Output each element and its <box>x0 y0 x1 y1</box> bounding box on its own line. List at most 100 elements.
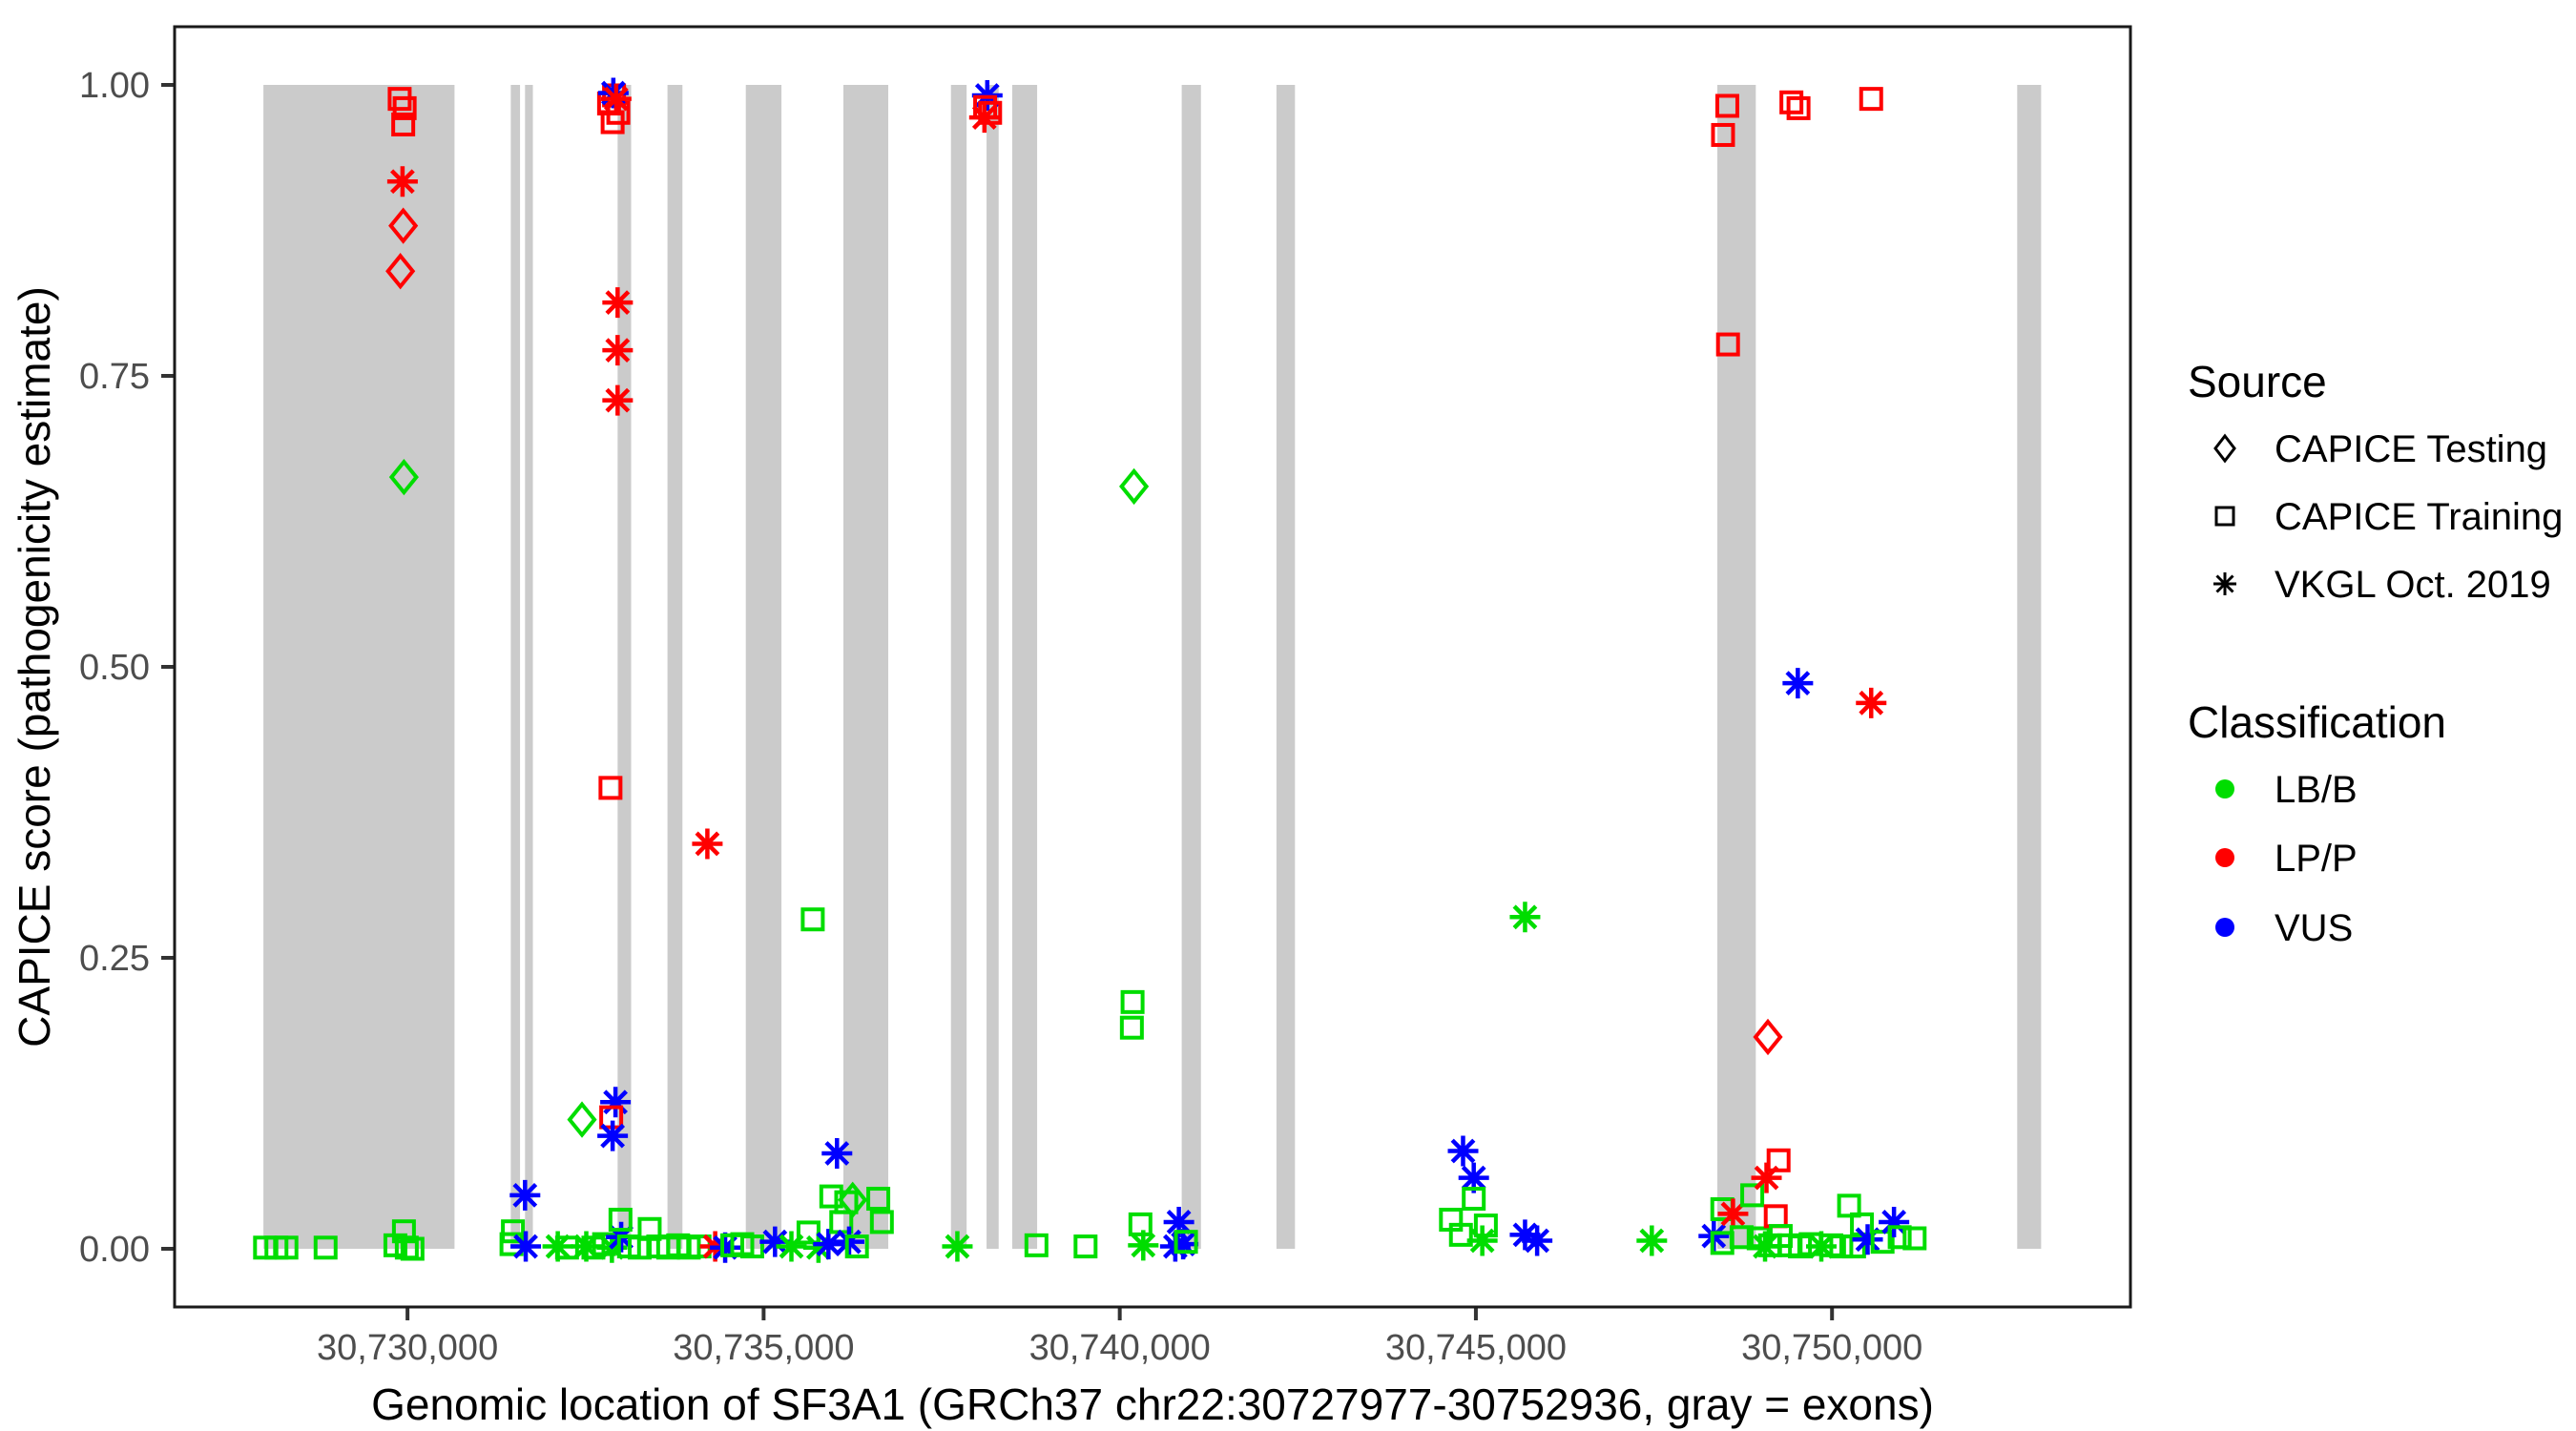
point-capice-training-square <box>866 1187 891 1212</box>
legend-source-title: Source <box>2188 357 2327 406</box>
point-capice-training-square <box>391 112 416 136</box>
point-capice-training-square <box>1473 1213 1498 1238</box>
point-vkgl-asterisk <box>1168 1229 1199 1260</box>
point-vkgl-asterisk <box>1636 1225 1668 1256</box>
point-capice-training-square <box>1841 1234 1866 1259</box>
point-vkgl-asterisk <box>942 1231 973 1262</box>
point-capice-training-square <box>1448 1222 1473 1247</box>
point-vkgl-asterisk <box>692 828 723 860</box>
point-capice-training-square <box>400 1236 425 1261</box>
point-vkgl-asterisk <box>509 1179 541 1211</box>
point-capice-training-square <box>1711 122 1735 147</box>
point-capice-training-square <box>1902 1226 1927 1251</box>
point-vkgl-asterisk <box>1509 1219 1541 1251</box>
legend-item-vus: VUS <box>2275 907 2353 949</box>
point-capice-training-square <box>313 1235 338 1260</box>
point-vkgl-asterisk <box>602 335 634 366</box>
exon-band <box>525 85 533 1249</box>
exon-band <box>1011 85 1038 1249</box>
point-vkgl-asterisk <box>710 1232 741 1263</box>
lbb-color-dot-icon <box>2215 779 2234 798</box>
legend-classification-group: Classification LB/B LP/P VUS <box>2188 697 2446 949</box>
point-capice-training-square <box>1024 1233 1049 1257</box>
x-axis-tick-label: 30,740,000 <box>1029 1328 1211 1368</box>
point-capice-training-square <box>1887 1225 1912 1250</box>
point-capice-training-square <box>392 95 417 120</box>
point-capice-testing-diamond <box>1753 1018 1783 1056</box>
point-vkgl-asterisk <box>833 1226 864 1257</box>
point-capice-training-square <box>1128 1212 1153 1236</box>
x-axis-tick-label: 30,745,000 <box>1385 1328 1567 1368</box>
point-capice-training-square <box>1120 989 1145 1014</box>
legend-classification-title: Classification <box>2188 697 2446 747</box>
point-capice-training-square <box>1829 1234 1854 1259</box>
point-capice-testing-diamond <box>567 1101 597 1138</box>
legend-item-vkgl: VKGL Oct. 2019 <box>2275 564 2551 606</box>
point-vkgl-asterisk <box>602 384 634 416</box>
point-capice-training-square <box>1837 1193 1861 1218</box>
y-axis-tick-label: 0.50 <box>79 648 150 688</box>
point-vkgl-asterisk <box>571 1231 602 1262</box>
lpp-color-dot-icon <box>2215 848 2234 867</box>
point-capice-testing-diamond <box>385 253 416 290</box>
legend-item-lbb: LB/B <box>2275 769 2358 811</box>
y-axis-tick-label: 1.00 <box>79 66 150 106</box>
exon-band <box>1181 85 1201 1249</box>
point-capice-training-square <box>274 1235 299 1260</box>
axes-layer: 30,730,000 30,735,000 30,740,000 30,745,000… <box>79 66 1922 1368</box>
point-capice-testing-diamond <box>388 207 419 244</box>
point-capice-training-square <box>1119 1015 1144 1040</box>
point-vkgl-asterisk <box>802 1232 834 1263</box>
point-capice-training-square <box>869 1210 894 1234</box>
point-vkgl-asterisk <box>1750 1231 1781 1262</box>
point-capice-training-square <box>1174 1230 1198 1255</box>
point-vkgl-asterisk <box>821 1137 853 1169</box>
exon-band <box>745 85 782 1249</box>
point-vkgl-asterisk <box>600 83 632 114</box>
y-axis-tick-label: 0.25 <box>79 939 150 979</box>
point-vkgl-asterisk <box>1509 902 1541 933</box>
point-capice-training-square <box>844 1234 869 1259</box>
exon-band <box>510 85 521 1249</box>
x-axis-tick-label: 30,730,000 <box>317 1328 498 1368</box>
exon-band <box>1717 85 1756 1249</box>
point-vkgl-asterisk <box>1128 1230 1159 1261</box>
point-capice-training-square <box>739 1234 764 1259</box>
point-vkgl-asterisk <box>510 1231 542 1262</box>
x-axis-tick-label: 30,735,000 <box>673 1328 854 1368</box>
exon-band <box>843 85 889 1249</box>
capice-testing-diamond-icon <box>2213 433 2236 464</box>
legend-item-lpp: LP/P <box>2275 838 2358 880</box>
point-vkgl-asterisk <box>600 1087 632 1118</box>
y-axis-tick-label: 0.75 <box>79 357 150 397</box>
point-capice-training-square <box>1714 93 1739 118</box>
point-vkgl-asterisk <box>968 102 1000 134</box>
point-capice-testing-diamond <box>838 1181 868 1218</box>
point-vkgl-asterisk <box>1522 1225 1553 1256</box>
point-capice-training-square <box>1073 1234 1098 1259</box>
point-capice-training-square <box>1740 1183 1765 1208</box>
exon-bands-layer <box>263 85 2042 1249</box>
x-axis-tick-label: 30,750,000 <box>1741 1328 1922 1368</box>
vkgl-asterisk-icon <box>2213 572 2236 595</box>
legend-source-group: Source CAPICE Testing CAPICE Training VK… <box>2188 357 2563 606</box>
exon-band <box>1276 85 1296 1249</box>
point-vkgl-asterisk <box>1466 1225 1498 1256</box>
exon-band <box>667 85 683 1249</box>
data-points-layer <box>253 77 1927 1263</box>
exon-band <box>987 85 999 1249</box>
point-capice-training-square <box>1766 1148 1791 1172</box>
y-axis-tick-label: 0.00 <box>79 1230 150 1270</box>
point-vkgl-asterisk <box>1717 1198 1749 1230</box>
point-capice-training-square <box>608 1208 633 1232</box>
point-capice-training-square <box>1859 87 1883 112</box>
exon-band <box>950 85 967 1249</box>
point-vkgl-asterisk <box>1458 1162 1489 1193</box>
x-axis-title: Genomic location of SF3A1 (GRCh37 chr22:… <box>371 1379 1934 1429</box>
exon-band <box>263 85 455 1249</box>
point-capice-training-square <box>1779 90 1804 114</box>
plot-panel-border <box>173 25 2132 1309</box>
point-vkgl-asterisk <box>386 166 418 197</box>
